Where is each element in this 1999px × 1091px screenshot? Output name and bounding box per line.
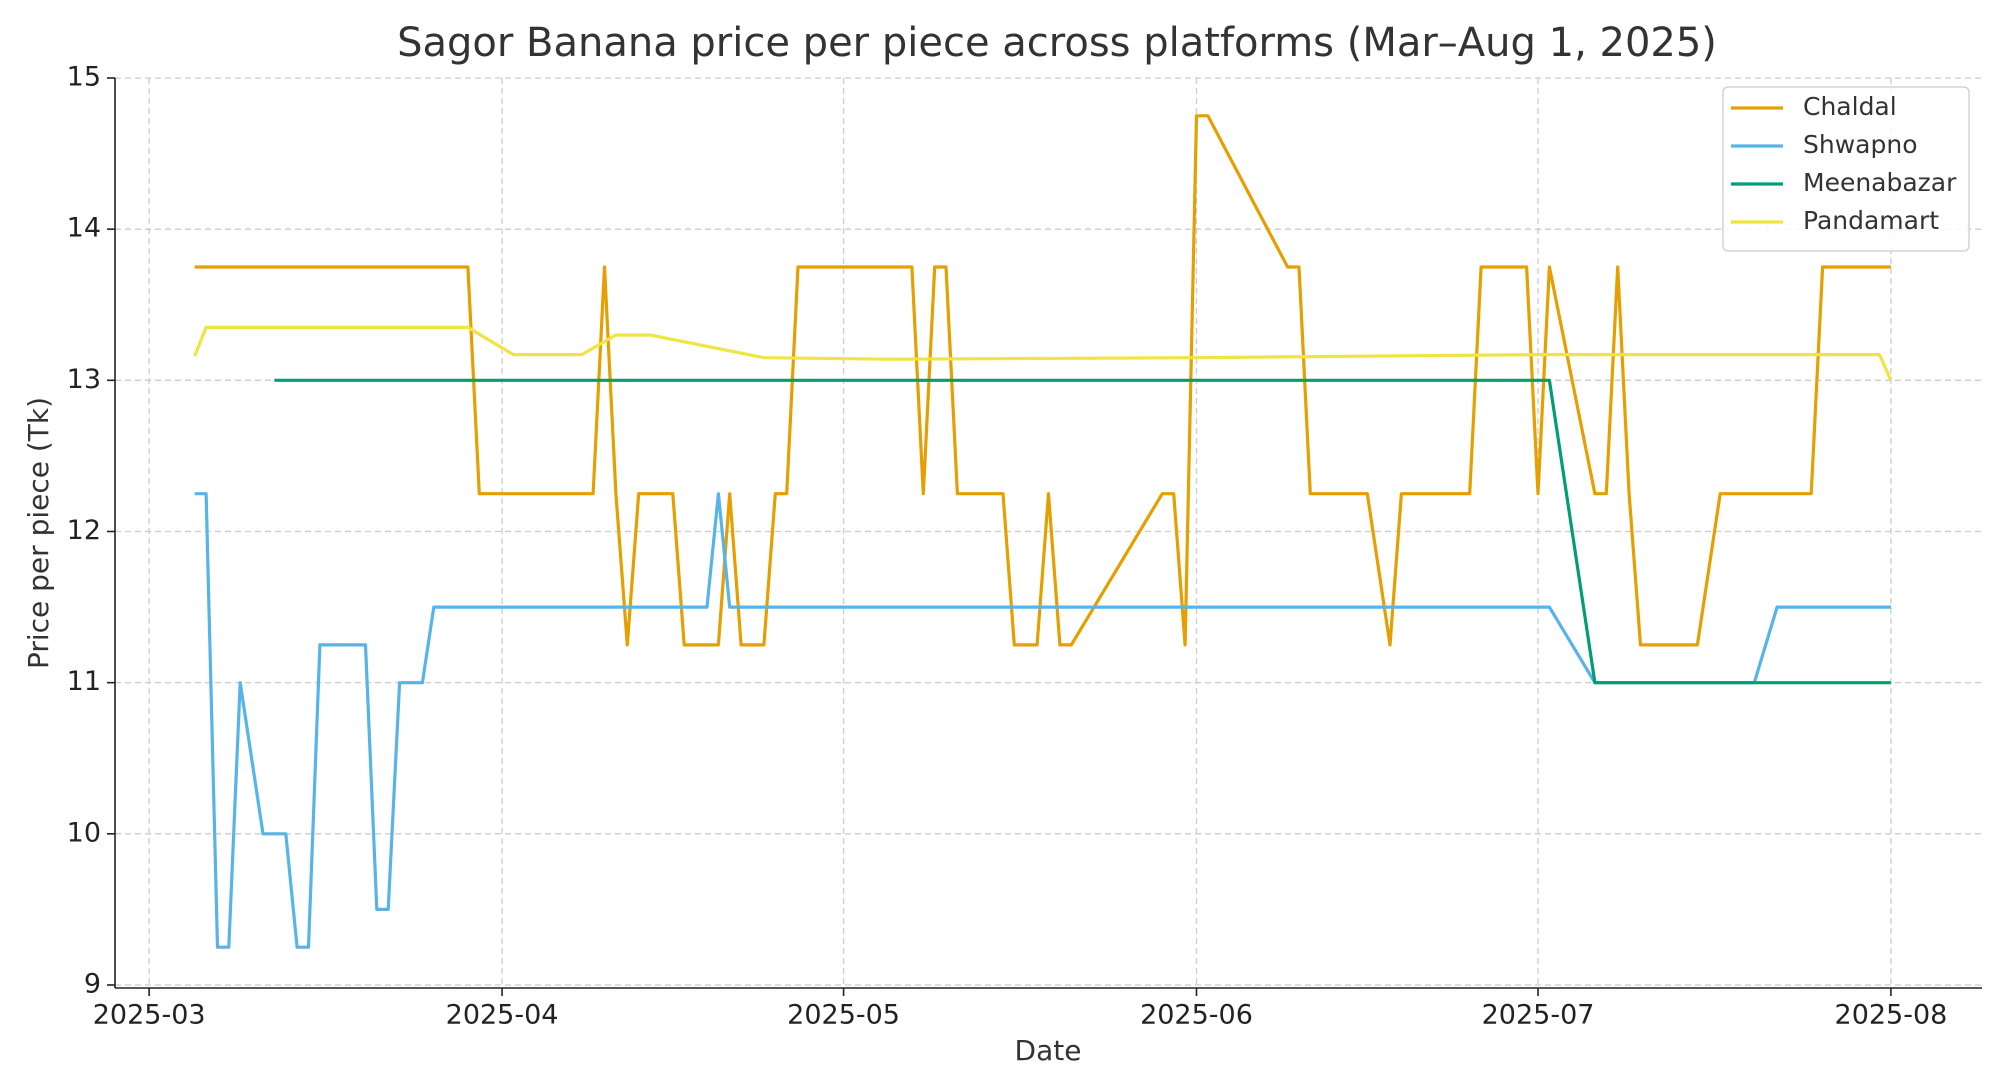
y-axis-label: Price per piece (Tk) <box>22 397 55 669</box>
grid: 9 10 11 12 13 14 15 2025-03 2025-04 2025-05 2025-0… <box>67 62 1982 1031</box>
x-tick-label: 2025-08 <box>1835 1000 1948 1031</box>
legend-box <box>1722 86 1970 252</box>
chart-title: Sagor Banana price per piece across plat… <box>397 20 1717 66</box>
legend: Chaldal Shwapno Meenabazar Pandamart <box>1722 86 1970 252</box>
series-line <box>274 378 1891 685</box>
series-line <box>193 325 1893 381</box>
y-tick-label: 13 <box>67 364 101 395</box>
legend-label: Pandamart <box>1803 206 1939 235</box>
y-tick-label: 10 <box>67 817 101 848</box>
legend-label: Chaldal <box>1803 92 1897 121</box>
plot-area <box>193 114 1893 949</box>
y-tick-label: 11 <box>67 666 101 697</box>
y-tick-label: 14 <box>67 213 101 244</box>
y-tick-label: 9 <box>84 968 101 999</box>
x-tick-label: 2025-04 <box>446 1000 559 1031</box>
series-line <box>194 492 1891 949</box>
x-tick-label: 2025-06 <box>1140 1000 1253 1031</box>
y-tick-label: 12 <box>67 515 101 546</box>
x-tick-label: 2025-07 <box>1482 1000 1595 1031</box>
legend-label: Meenabazar <box>1803 168 1957 197</box>
series-line <box>194 114 1891 647</box>
legend-label: Shwapno <box>1803 130 1918 159</box>
x-tick-label: 2025-05 <box>787 1000 900 1031</box>
y-tick-label: 15 <box>67 62 101 93</box>
x-tick-label: 2025-03 <box>93 1000 206 1031</box>
x-axis-label: Date <box>1015 1034 1082 1067</box>
